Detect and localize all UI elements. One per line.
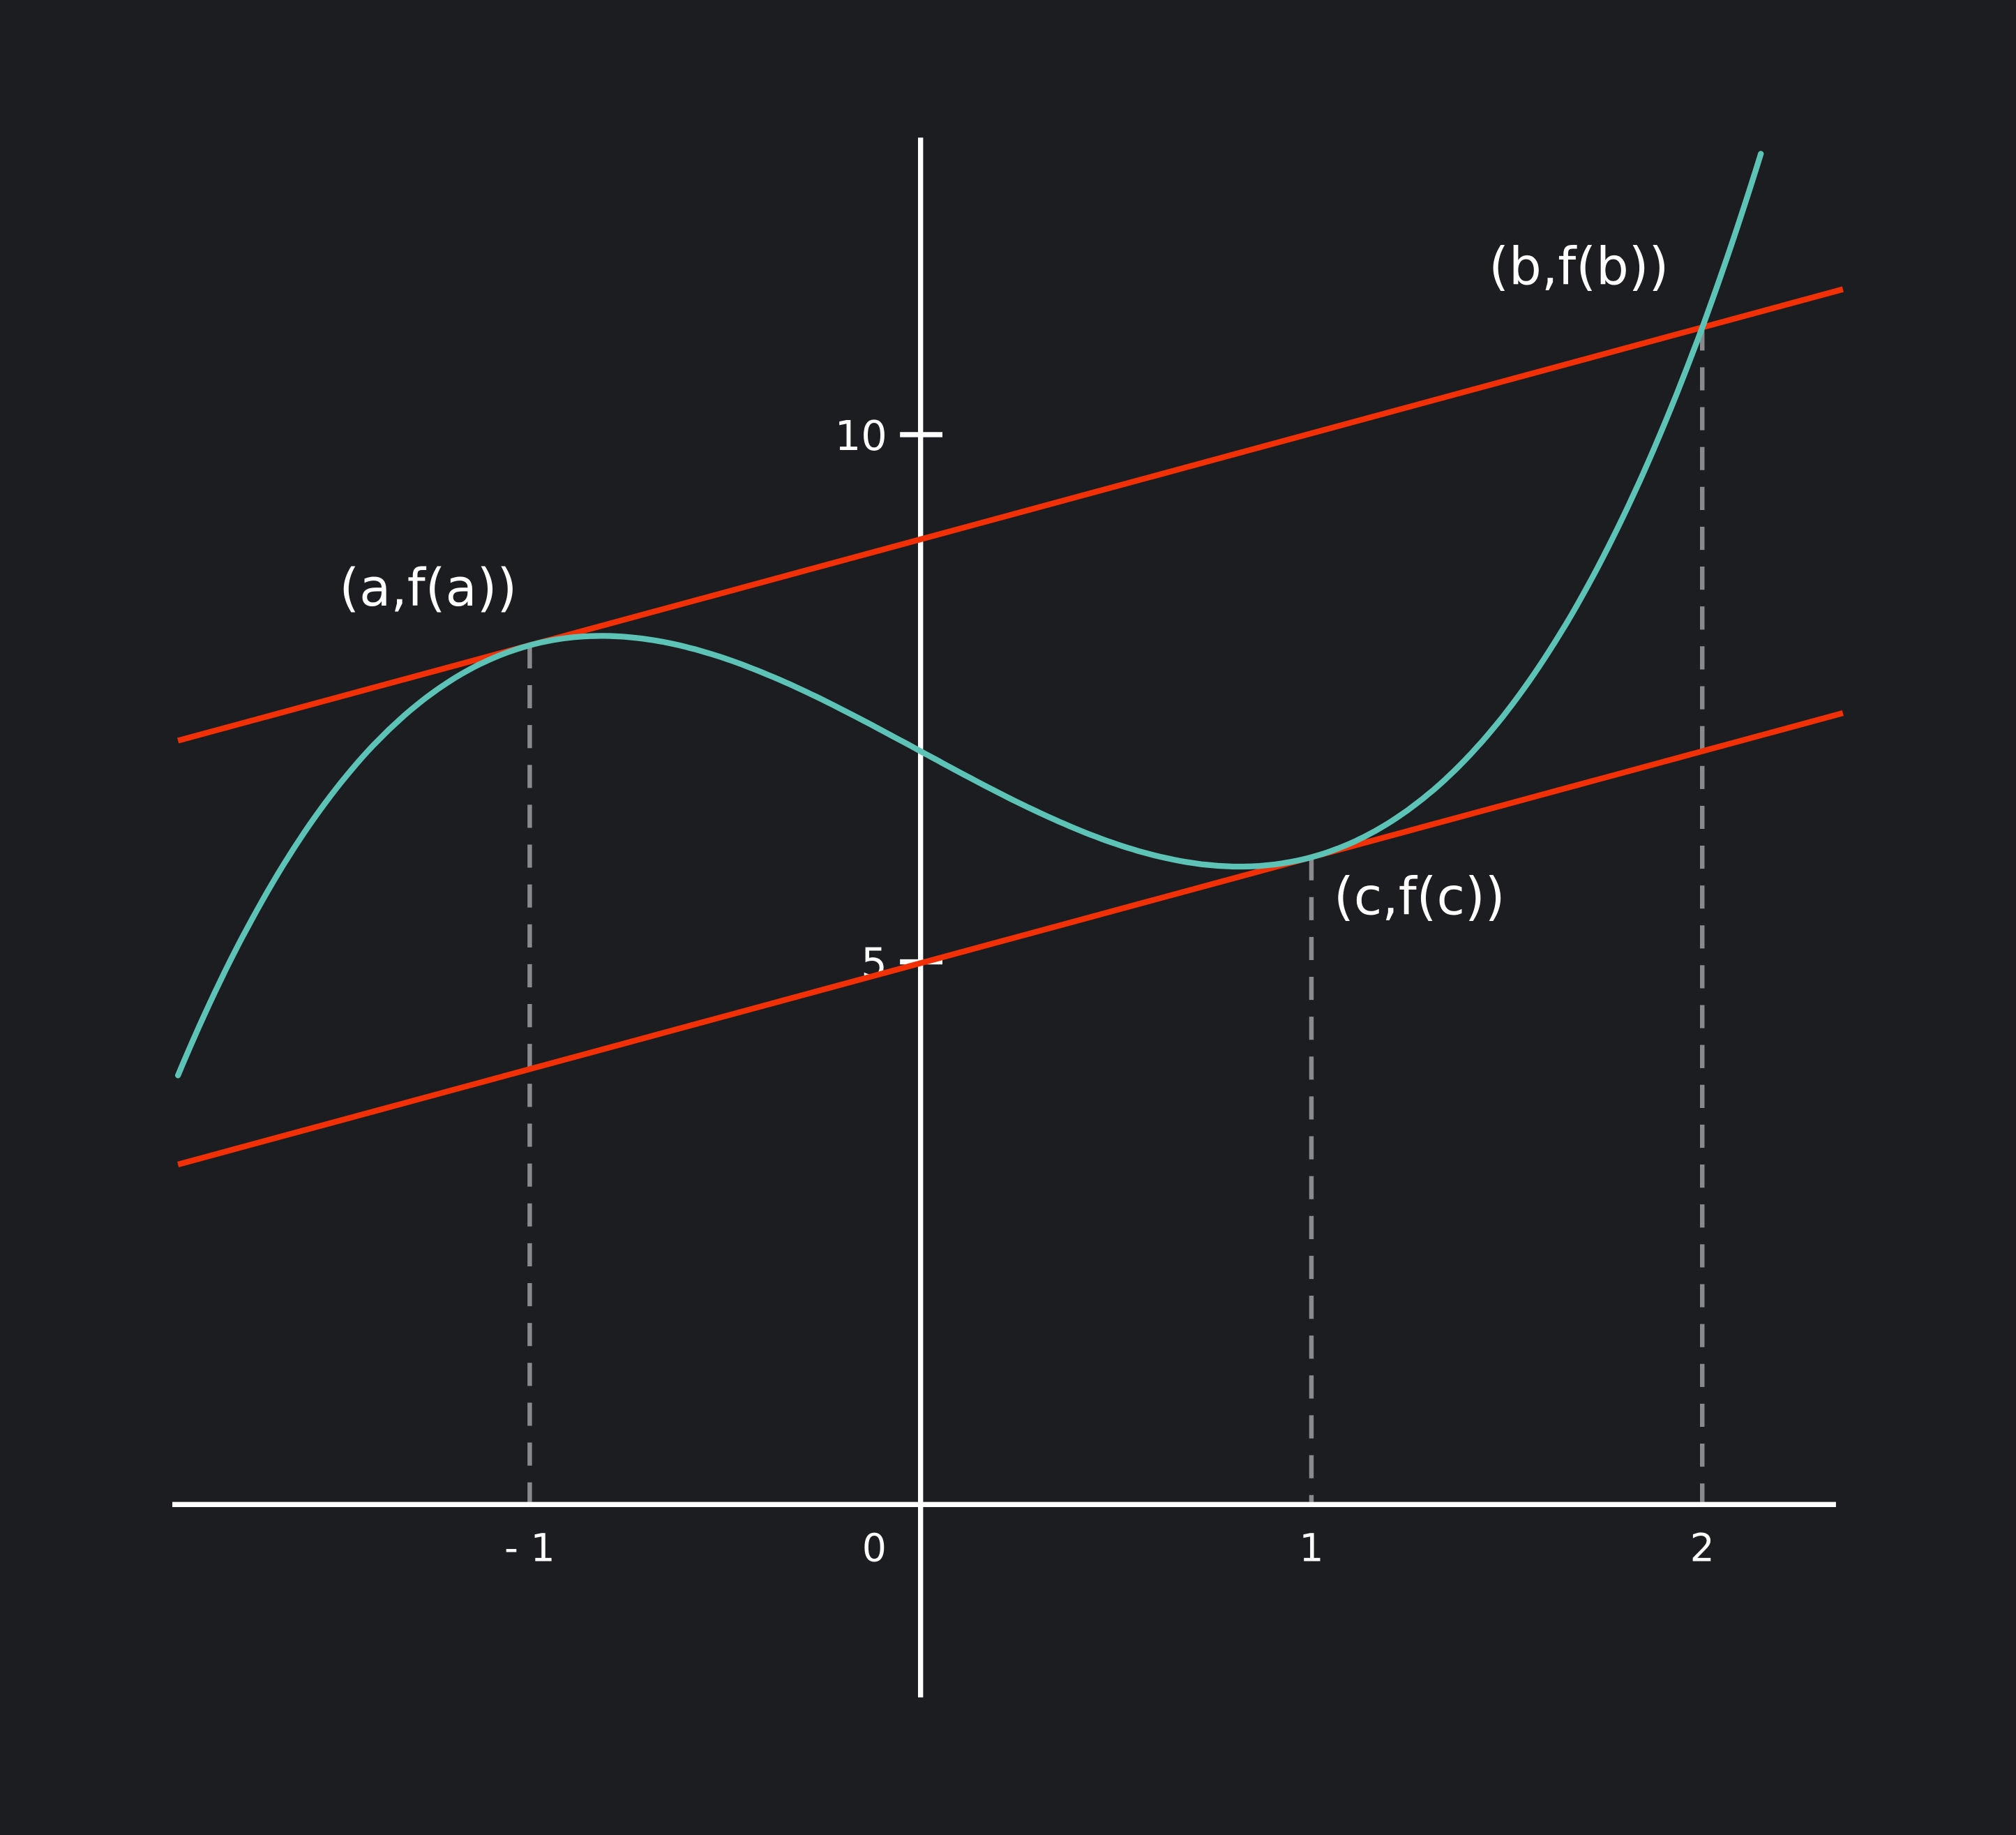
- y-tick-label: 10: [835, 412, 887, 460]
- x-tick-label: 0: [862, 1526, 887, 1571]
- x-tick-label: 1: [1299, 1526, 1323, 1571]
- point-annotation: (c,f(c)): [1334, 867, 1505, 927]
- tangent-line: [177, 710, 1844, 1167]
- point-annotation: (a,f(a)): [339, 559, 517, 618]
- x-tick-label: 2: [1690, 1526, 1715, 1571]
- secant-line: [177, 286, 1844, 744]
- function-curve: [174, 151, 1764, 1079]
- x-tick-label: - 1: [504, 1526, 555, 1571]
- point-annotation: (b,f(b)): [1489, 237, 1669, 297]
